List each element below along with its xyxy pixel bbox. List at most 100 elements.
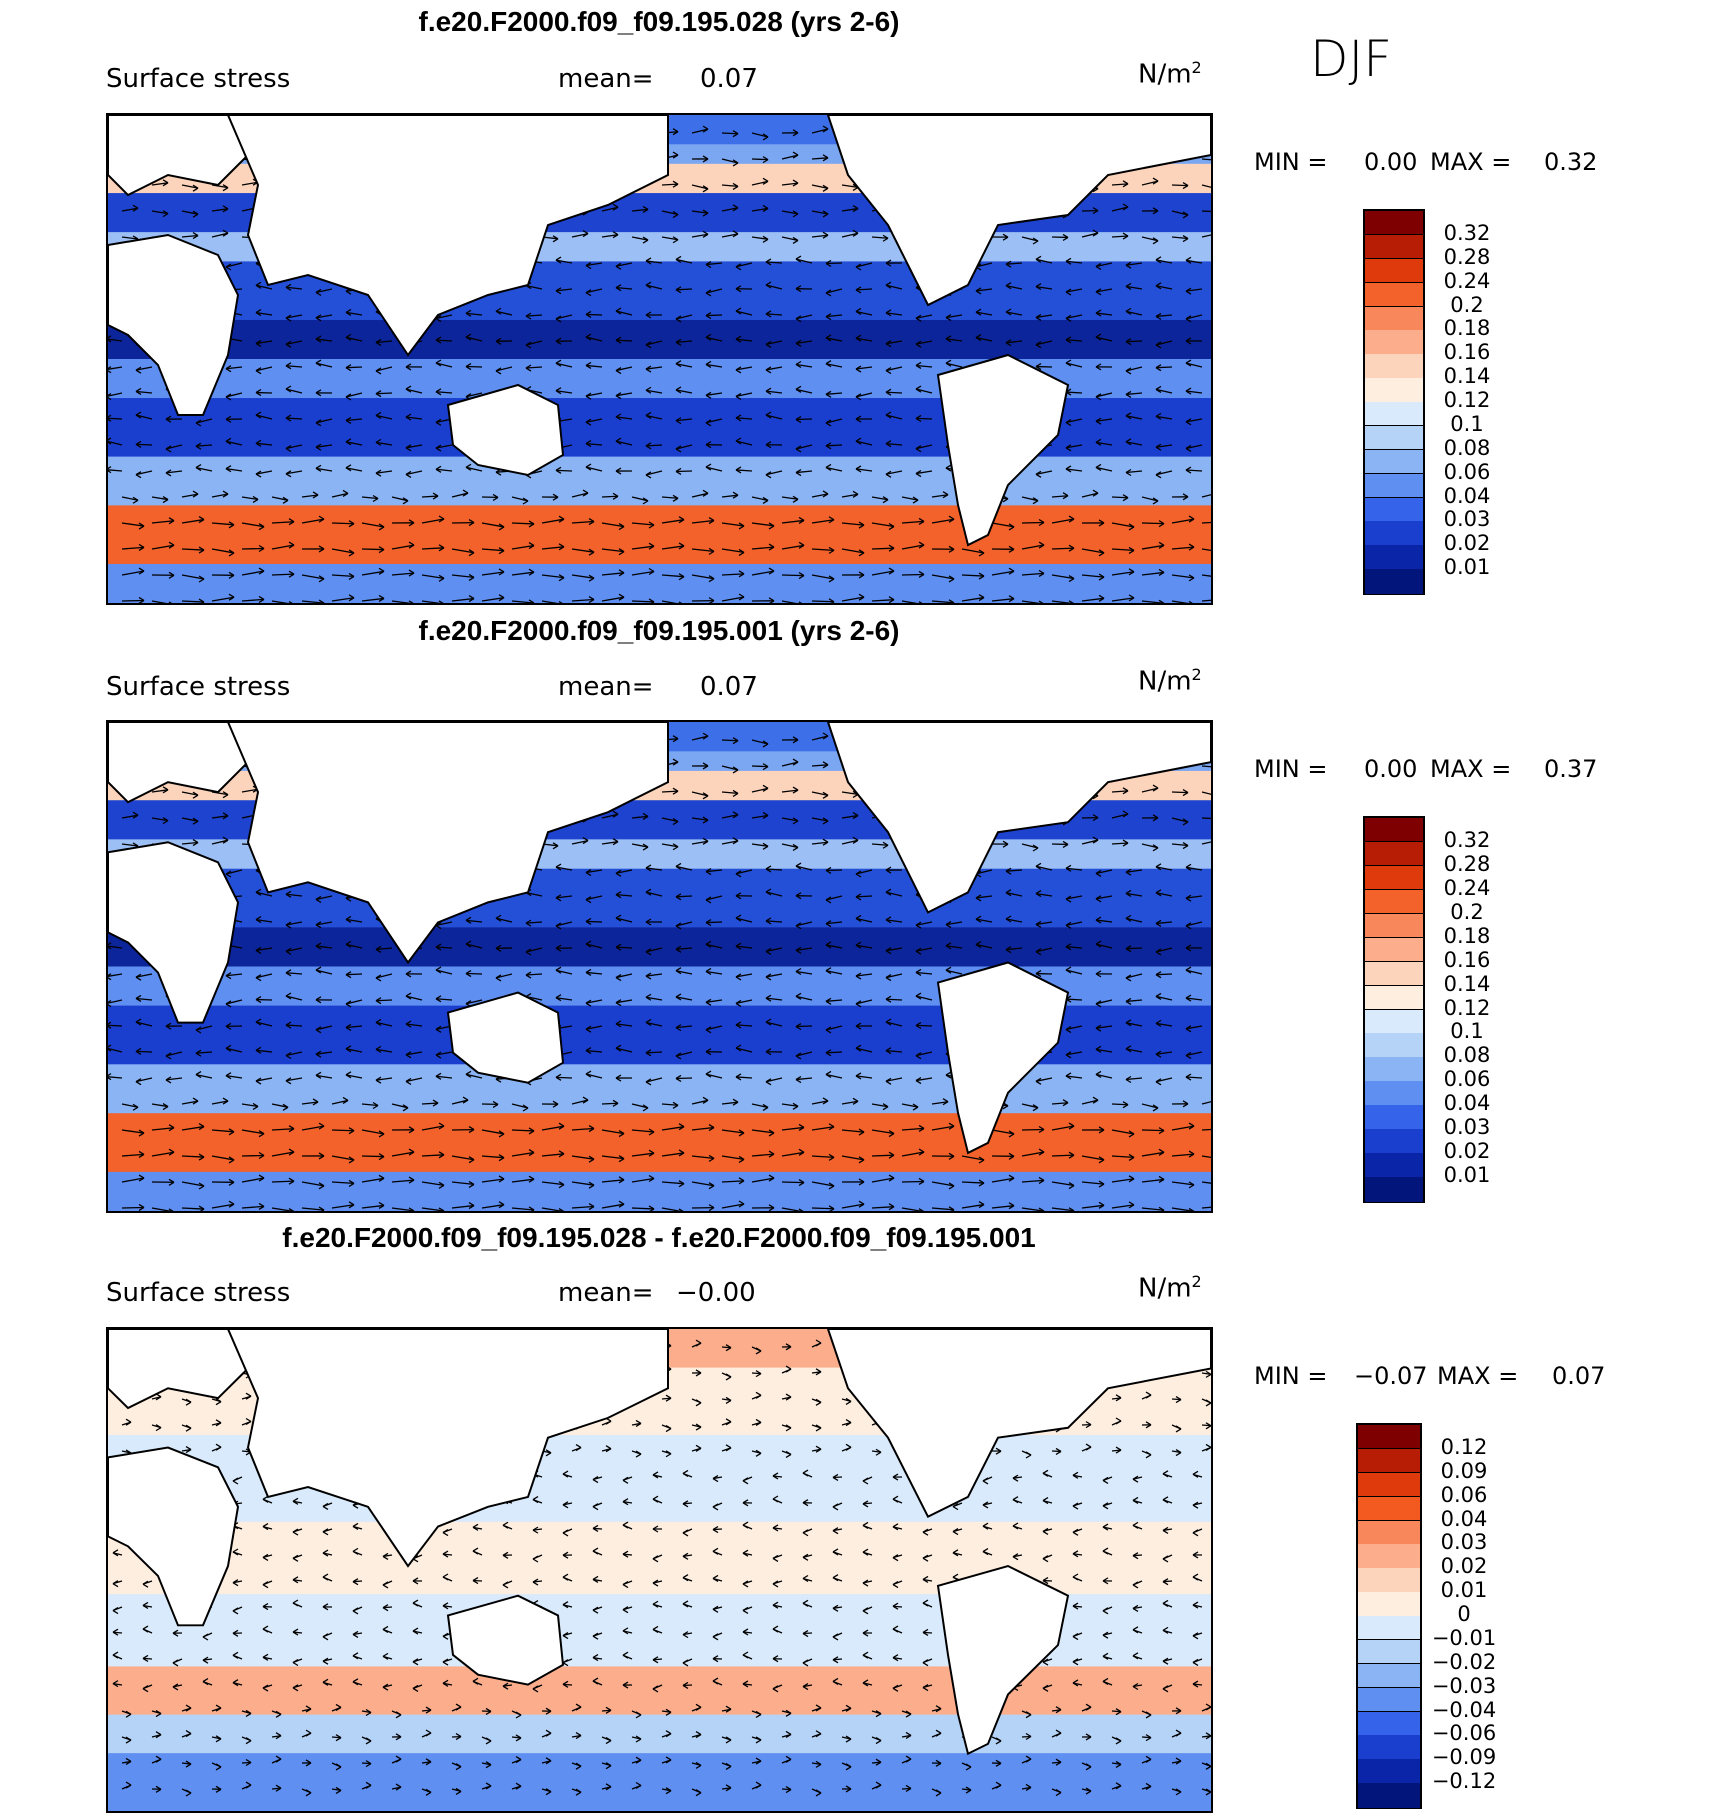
stress-band [108,1171,1211,1211]
stress-band [108,563,1211,603]
continent-outline [826,1329,1211,1518]
colorbar-segment [1365,865,1423,891]
map-frame [106,113,1213,605]
colorbar-tick-label: 0.12 [1443,995,1491,1020]
mean-value: 0.07 [700,64,758,94]
colorbar-tick-label: 0.18 [1443,923,1491,948]
season-label: DJF [1310,30,1393,88]
colorbar-segment [1358,1711,1420,1736]
units-label: N/m2 [1138,665,1202,697]
colorbar-segment [1365,889,1423,915]
colorbar-segment [1365,1105,1423,1130]
colorbar-tick-label: 0.24 [1443,268,1491,293]
continent-outline [226,1329,669,1568]
colorbar-segment [1358,1687,1420,1712]
colorbar-segment [1365,1153,1423,1178]
colorbar-tick-label: 0.32 [1443,827,1491,852]
colorbar-tick-label: 0.01 [1440,1578,1488,1603]
continent-outline [446,383,565,477]
colorbar-tick-label: 0.18 [1443,316,1491,341]
colorbar-tick-label: −0.04 [1431,1697,1497,1722]
colorbar-segment [1358,1783,1420,1808]
colorbar [1363,816,1425,1203]
colorbar-segment [1365,1033,1423,1058]
colorbar-tick-label: 0.08 [1443,435,1491,460]
colorbar-segment [1365,1009,1423,1034]
colorbar-tick-label: 0.03 [1440,1530,1488,1555]
colorbar-tick-label: −0.03 [1431,1673,1497,1698]
colorbar-segment [1365,569,1423,594]
units-label: N/m2 [1138,1272,1202,1304]
colorbar-tick-label: −0.01 [1431,1625,1497,1650]
units-base: N/m [1138,666,1192,697]
colorbar-segment [1365,545,1423,570]
min-label: MIN = [1254,1362,1328,1390]
colorbar-segment [1365,913,1423,939]
colorbar-tick-label: −0.06 [1431,1721,1497,1746]
colorbar-tick-label: 0.02 [1443,1139,1491,1164]
max-value: 0.32 [1544,148,1598,176]
colorbar-tick-label: 0.06 [1443,1067,1491,1092]
colorbar-segment [1358,1472,1420,1498]
colorbar-tick-label: 0.12 [1443,388,1491,412]
colorbar-segment [1358,1735,1420,1760]
colorbar-segment [1358,1592,1420,1617]
colorbar-segment [1358,1639,1420,1665]
stress-band [108,505,1211,565]
colorbar-segment [1358,1520,1420,1545]
colorbar-segment [1365,1177,1423,1202]
colorbar-segment [1365,234,1423,260]
units-exponent: 2 [1191,1272,1202,1291]
max-value: 0.07 [1552,1362,1606,1390]
variable-label: Surface stress [106,64,291,94]
min-value: −0.07 [1354,1362,1428,1390]
stress-band [108,456,1211,507]
colorbar-segment [1365,378,1423,403]
colorbar-segment [1365,473,1423,498]
colorbar-segment [1358,1448,1420,1474]
min-value: 0.00 [1364,755,1418,783]
colorbar-tick-label: 0.06 [1440,1482,1488,1507]
colorbar-segment [1365,521,1423,546]
colorbar-tick-label: 0.01 [1443,1163,1491,1188]
mean-value: 0.07 [700,672,758,702]
world-map [108,1329,1211,1811]
colorbar-tick-label: 0.04 [1443,1091,1491,1116]
colorbar-segment [1365,841,1423,867]
colorbar-segment [1365,985,1423,1010]
mean-label: mean= [558,672,654,702]
continent-outline [108,841,240,1024]
colorbar-tick-label: 0 [1457,1602,1471,1626]
colorbar-tick-label: 0.16 [1443,947,1491,972]
continent-outline [226,722,669,965]
colorbar-tick-label: 0.04 [1440,1506,1488,1531]
map-frame [106,1327,1213,1813]
panel-title: f.e20.F2000.f09_f09.195.001 (yrs 2-6) [418,615,900,646]
max-label: MAX = [1430,755,1512,783]
colorbar-tick-label: 0.24 [1443,875,1491,900]
mean-label: mean= [558,1278,654,1308]
stress-band [108,1666,1211,1716]
colorbar-tick-label: 0.03 [1443,507,1491,532]
panel-title: f.e20.F2000.f09_f09.195.028 - f.e20.F200… [282,1222,1036,1253]
colorbar-segment [1365,425,1423,451]
colorbar-tick-label: −0.02 [1431,1649,1497,1674]
units-exponent: 2 [1191,58,1202,77]
units-exponent: 2 [1191,665,1202,684]
continent-outline [446,1594,565,1686]
min-value: 0.00 [1364,148,1418,176]
units-label: N/m2 [1138,58,1202,90]
stress-band [108,1113,1211,1173]
colorbar-segment [1358,1496,1420,1521]
units-base: N/m [1138,59,1192,90]
colorbar-tick-label: 0.1 [1450,1019,1484,1044]
colorbar-segment [1358,1616,1420,1641]
map-frame [106,720,1213,1213]
colorbar-tick-label: 0.04 [1443,483,1491,508]
colorbar-segment [1365,306,1423,331]
colorbar-segment [1358,1544,1420,1569]
panel-title: f.e20.F2000.f09_f09.195.028 (yrs 2-6) [418,6,900,37]
colorbar-segment [1365,330,1423,355]
stress-band [108,319,1211,360]
colorbar-tick-label: 0.01 [1443,555,1491,580]
